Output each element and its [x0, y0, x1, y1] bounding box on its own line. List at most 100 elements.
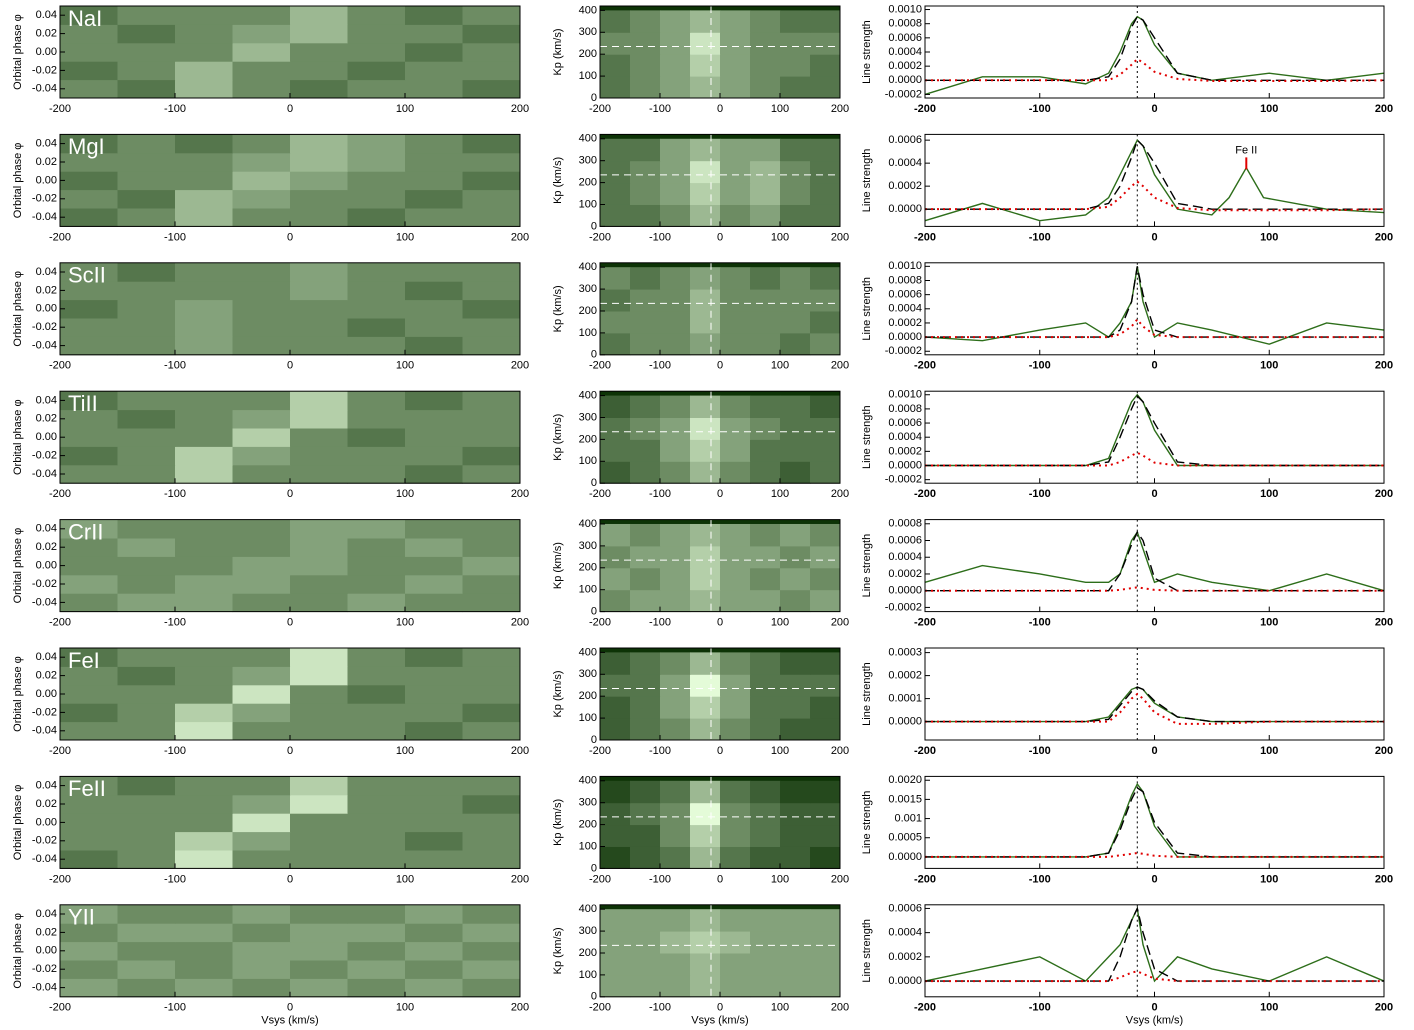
heat-cell — [600, 439, 631, 462]
heat-cell — [600, 267, 631, 290]
x-tick-label: 0 — [717, 488, 723, 500]
y-tick-label: 0.0000 — [888, 74, 922, 86]
heat-cell — [60, 134, 118, 154]
heat-cell — [810, 332, 841, 356]
heat-cell — [347, 24, 406, 44]
heat-cell — [117, 684, 176, 704]
heat-cell — [810, 160, 841, 184]
species-label: NaI — [68, 6, 102, 31]
heat-cell — [290, 923, 348, 943]
heat-cell — [405, 409, 463, 429]
heat-cell — [720, 332, 751, 356]
y-tick-label: 0 — [591, 477, 597, 489]
heat-cell — [810, 674, 841, 697]
heat-cell — [780, 267, 811, 290]
y-tick-label: 200 — [579, 305, 597, 317]
heat-cell — [60, 960, 118, 979]
heat-cell — [462, 721, 521, 741]
x-tick-label: 200 — [1375, 360, 1393, 372]
heat-cell — [462, 593, 521, 613]
heat-cell — [462, 519, 521, 539]
heat-cell — [690, 310, 721, 334]
heat-cell — [347, 593, 406, 613]
x-tick-label: 200 — [511, 1002, 529, 1014]
x-tick-label: -200 — [589, 103, 611, 115]
heat-cell — [405, 152, 463, 172]
heat-cell — [810, 461, 841, 484]
heat-cell — [60, 923, 118, 943]
y-axis-label: Orbital phase φ — [12, 528, 24, 604]
heat-cell — [117, 446, 176, 466]
y-tick-label: 0.0002 — [888, 60, 922, 72]
species-label: CrII — [68, 519, 103, 544]
heat-cell — [660, 310, 691, 334]
heat-cell — [462, 794, 521, 814]
x-tick-label: 0 — [717, 1002, 723, 1014]
heat-cell — [630, 204, 661, 227]
x-tick-label: 200 — [831, 873, 849, 885]
heat-cell — [347, 281, 406, 301]
y-tick-label: 0.0002 — [888, 180, 922, 192]
y-axis-label: Kp (km/s) — [552, 28, 564, 75]
x-tick-label: -200 — [589, 873, 611, 885]
heat-cell — [405, 262, 463, 282]
heat-cell — [600, 824, 631, 847]
y-tick-label: 0.0004 — [888, 303, 922, 315]
heat-cell — [175, 391, 233, 411]
x-tick-label: -200 — [49, 360, 71, 372]
heat-cell — [60, 262, 118, 282]
heat-cell — [60, 538, 118, 557]
heat-cell — [175, 189, 233, 209]
heat-cell — [720, 952, 751, 976]
heat-cell — [780, 10, 811, 33]
heat-cell — [600, 952, 631, 976]
x-tick-label: 0 — [287, 617, 293, 629]
heat-cell — [600, 395, 631, 418]
heat-cell — [600, 461, 631, 484]
series-line — [925, 906, 1384, 982]
heat-cell — [660, 824, 691, 847]
x-tick-label: 200 — [1375, 617, 1393, 629]
heat-cell — [290, 574, 348, 594]
y-tick-label: 0.0010 — [888, 3, 922, 15]
heat-cell — [660, 160, 691, 184]
heat-cell — [690, 952, 721, 976]
heat-cell — [720, 802, 751, 826]
x-tick-label: 200 — [511, 745, 529, 757]
heat-cell — [290, 189, 348, 209]
heat-cell — [810, 909, 841, 932]
y-axis-label: Line strength — [861, 662, 873, 726]
heat-cell — [750, 674, 781, 697]
x-tick-label: -100 — [1029, 488, 1051, 500]
heat-cell — [290, 6, 348, 25]
heat-cell — [630, 674, 661, 697]
heat-cell — [810, 417, 841, 440]
plot-frame — [924, 519, 1385, 613]
heat-cell — [347, 923, 406, 943]
heat-cell — [720, 310, 751, 334]
heat-cell — [60, 941, 118, 961]
series-line — [925, 686, 1384, 723]
heat-cell — [290, 208, 348, 227]
y-tick-label: 400 — [579, 261, 597, 273]
heat-cell — [60, 904, 118, 924]
heat-cell — [232, 960, 291, 979]
heat-cell — [660, 909, 691, 932]
heat-cell — [600, 846, 631, 869]
heat-cell — [60, 299, 118, 319]
y-tick-label: 100 — [579, 70, 597, 82]
y-tick-label: -0.02 — [32, 321, 57, 333]
heat-cell — [630, 32, 661, 55]
y-tick-label: 0.0015 — [888, 793, 922, 805]
x-tick-label: 100 — [1260, 360, 1278, 372]
x-tick-label: 100 — [771, 617, 789, 629]
heat-cell — [60, 6, 118, 25]
x-tick-label: -100 — [164, 231, 186, 243]
x-tick-label: 0 — [1151, 360, 1157, 372]
heat-cell — [347, 336, 406, 356]
y-axis-label: Line strength — [861, 791, 873, 855]
y-tick-label: 0.0005 — [888, 832, 922, 844]
heat-cell — [750, 267, 781, 290]
x-tick-label: 100 — [771, 360, 789, 372]
y-tick-label: 0.0000 — [888, 585, 922, 597]
